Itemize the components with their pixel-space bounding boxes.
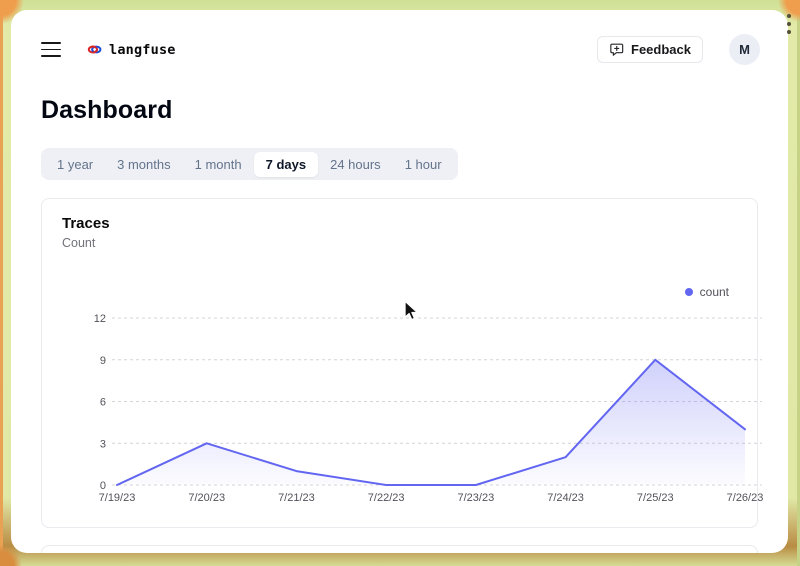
tab-3-months[interactable]: 3 months [105, 152, 182, 177]
brand-icon [87, 45, 102, 54]
svg-text:0: 0 [100, 480, 106, 492]
svg-text:7/26/23: 7/26/23 [727, 492, 764, 504]
avatar-initial: M [739, 42, 750, 57]
chart-legend: count [684, 285, 729, 299]
brand[interactable]: langfuse [87, 42, 176, 58]
svg-text:12: 12 [94, 313, 106, 325]
app-window: langfuse Feedback M Dashboard 1 year 3 mo… [11, 10, 788, 553]
svg-text:7/23/23: 7/23/23 [458, 492, 495, 504]
svg-text:7/22/23: 7/22/23 [368, 492, 405, 504]
svg-text:3: 3 [100, 438, 106, 450]
legend-label: count [699, 285, 729, 299]
brand-name: langfuse [109, 41, 176, 58]
svg-text:7/20/23: 7/20/23 [188, 492, 225, 504]
svg-text:7/24/23: 7/24/23 [547, 492, 584, 504]
frame-dots-icon [787, 14, 791, 34]
card-subtitle: Count [62, 236, 96, 250]
menu-icon[interactable] [41, 40, 61, 58]
tab-24-hours[interactable]: 24 hours [318, 152, 393, 177]
page-title: Dashboard [41, 96, 173, 124]
feedback-icon [610, 43, 624, 56]
legend-dot-icon [684, 288, 693, 296]
tab-1-hour[interactable]: 1 hour [393, 152, 454, 177]
top-bar-right: Feedback M [597, 34, 760, 65]
traces-card: Traces Count count 0 3 6 9 12 7/19/23 7/20/23 7… [41, 198, 763, 528]
tab-1-month[interactable]: 1 month [183, 152, 254, 177]
time-range-tabs: 1 year 3 months 1 month 7 days 24 hours 1 hou… [41, 148, 458, 180]
chart-area[interactable]: 0 3 6 9 12 7/19/23 7/20/23 7/21/23 7/22/23 7/23/2… [62, 304, 782, 514]
feedback-label: Feedback [631, 42, 691, 57]
svg-text:7/21/23: 7/21/23 [278, 492, 315, 504]
top-bar: langfuse Feedback M [11, 10, 788, 65]
tab-7-days[interactable]: 7 days [253, 151, 319, 177]
card-title: Traces [62, 215, 110, 232]
avatar[interactable]: M [729, 34, 760, 65]
svg-text:7/25/23: 7/25/23 [637, 492, 674, 504]
svg-text:7/19/23: 7/19/23 [99, 492, 136, 504]
next-card-partial [41, 545, 758, 553]
svg-text:6: 6 [100, 397, 106, 409]
feedback-button[interactable]: Feedback [597, 36, 703, 63]
traces-chart: 0 3 6 9 12 7/19/23 7/20/23 7/21/23 7/22/23 7/23/2… [94, 313, 764, 504]
svg-text:9: 9 [100, 355, 106, 367]
tab-1-year[interactable]: 1 year [45, 152, 105, 177]
